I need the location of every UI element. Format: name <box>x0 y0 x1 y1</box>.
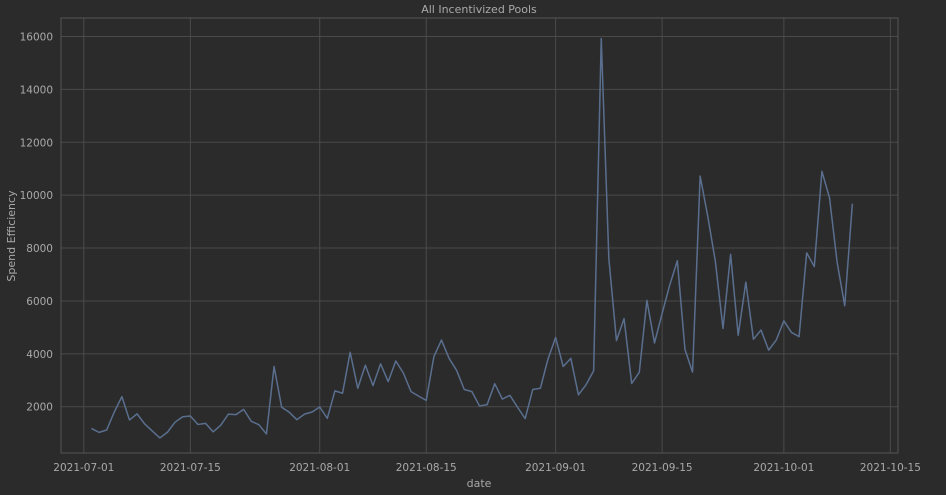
y-axis-label: Spend Efficiency <box>5 190 18 282</box>
y-tick-label: 6000 <box>26 296 53 308</box>
y-tick-label: 4000 <box>26 349 53 361</box>
series-layer <box>91 37 854 439</box>
series-line <box>91 37 854 439</box>
x-tick-label: 2021-09-15 <box>632 462 693 474</box>
plot-frame <box>60 17 899 454</box>
grid-lines <box>61 18 898 453</box>
x-tick-label: 2021-07-01 <box>53 462 114 474</box>
x-tick-label: 2021-09-01 <box>525 462 586 474</box>
x-tick-label: 2021-10-01 <box>753 462 814 474</box>
x-tick-label: 2021-08-15 <box>396 462 457 474</box>
y-tick-label: 16000 <box>20 32 53 44</box>
y-tick-label: 8000 <box>26 243 53 255</box>
y-tick-label: 10000 <box>20 190 53 202</box>
y-tick-label: 14000 <box>20 84 53 96</box>
y-tick-label: 2000 <box>26 402 53 414</box>
y-axis-ticks: 2000 4000 6000 8000 10000 12000 14000 16000 <box>20 32 53 414</box>
x-tick-label: 2021-07-15 <box>160 462 221 474</box>
x-tick-label: 2021-10-15 <box>860 462 921 474</box>
x-axis-label: date <box>467 477 492 490</box>
y-tick-label: 12000 <box>20 137 53 149</box>
chart-title: All Incentivized Pools <box>421 3 537 16</box>
x-axis-ticks: 2021-07-01 2021-07-15 2021-08-01 2021-08-15… <box>53 462 921 474</box>
x-tick-label: 2021-08-01 <box>289 462 350 474</box>
